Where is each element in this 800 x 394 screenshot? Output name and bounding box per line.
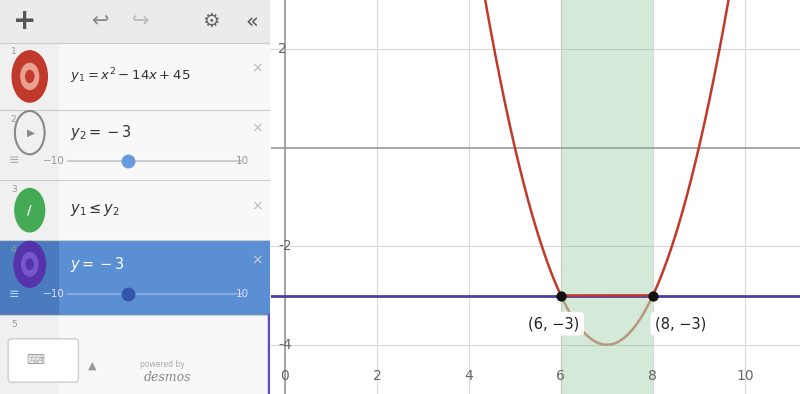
- Point: [646, 292, 659, 299]
- Text: -4: -4: [278, 338, 292, 352]
- Text: −10: −10: [43, 289, 65, 299]
- Text: ×: ×: [251, 122, 262, 136]
- Text: ×: ×: [251, 61, 262, 76]
- Text: powered by: powered by: [140, 360, 185, 369]
- Text: (6, −3): (6, −3): [528, 316, 580, 331]
- Text: ▶: ▶: [27, 128, 35, 138]
- FancyBboxPatch shape: [0, 240, 270, 315]
- Text: 4: 4: [11, 245, 17, 254]
- Circle shape: [15, 189, 45, 232]
- Bar: [561, 0, 653, 394]
- Text: ≡: ≡: [8, 154, 18, 167]
- Text: 10: 10: [236, 289, 249, 299]
- Circle shape: [21, 63, 38, 89]
- Text: /: /: [27, 204, 32, 217]
- Text: (8, −3): (8, −3): [655, 316, 706, 331]
- Text: +: +: [13, 7, 36, 35]
- Text: ▲: ▲: [88, 361, 96, 371]
- Text: $y = -3$: $y = -3$: [70, 255, 126, 274]
- Point: [554, 292, 567, 299]
- Circle shape: [26, 71, 34, 82]
- Text: −10: −10: [43, 156, 65, 165]
- Text: 3: 3: [11, 185, 17, 194]
- Text: 0: 0: [281, 369, 290, 383]
- Circle shape: [14, 242, 46, 287]
- Text: 5: 5: [11, 320, 17, 329]
- Text: 2: 2: [11, 115, 17, 124]
- Text: $y_1 = x^2 - 14x + 45$: $y_1 = x^2 - 14x + 45$: [70, 67, 190, 86]
- Text: 2: 2: [373, 369, 382, 383]
- Text: ×: ×: [251, 199, 262, 213]
- FancyBboxPatch shape: [0, 43, 59, 394]
- Text: $y_2 = -3$: $y_2 = -3$: [70, 123, 132, 142]
- FancyBboxPatch shape: [0, 240, 59, 315]
- Text: ⌨: ⌨: [26, 354, 44, 367]
- Text: 1: 1: [11, 47, 17, 56]
- Circle shape: [26, 259, 34, 269]
- Text: $y_1 \leq y_2$: $y_1 \leq y_2$: [70, 202, 120, 218]
- Text: ≡: ≡: [8, 288, 18, 301]
- Text: 10: 10: [236, 156, 249, 165]
- Text: -2: -2: [278, 239, 292, 253]
- Text: ↪: ↪: [132, 11, 150, 31]
- FancyBboxPatch shape: [8, 339, 78, 382]
- Text: desmos: desmos: [144, 371, 191, 384]
- Text: 8: 8: [649, 369, 658, 383]
- Text: 6: 6: [557, 369, 566, 383]
- FancyBboxPatch shape: [0, 0, 270, 43]
- Circle shape: [22, 253, 38, 276]
- Text: ⚙: ⚙: [202, 12, 220, 31]
- Text: 2: 2: [278, 42, 287, 56]
- Text: «: «: [245, 11, 258, 31]
- Text: ↩: ↩: [91, 11, 109, 31]
- Circle shape: [12, 51, 47, 102]
- Text: 10: 10: [736, 369, 754, 383]
- Text: 4: 4: [465, 369, 474, 383]
- Text: ×: ×: [251, 253, 262, 268]
